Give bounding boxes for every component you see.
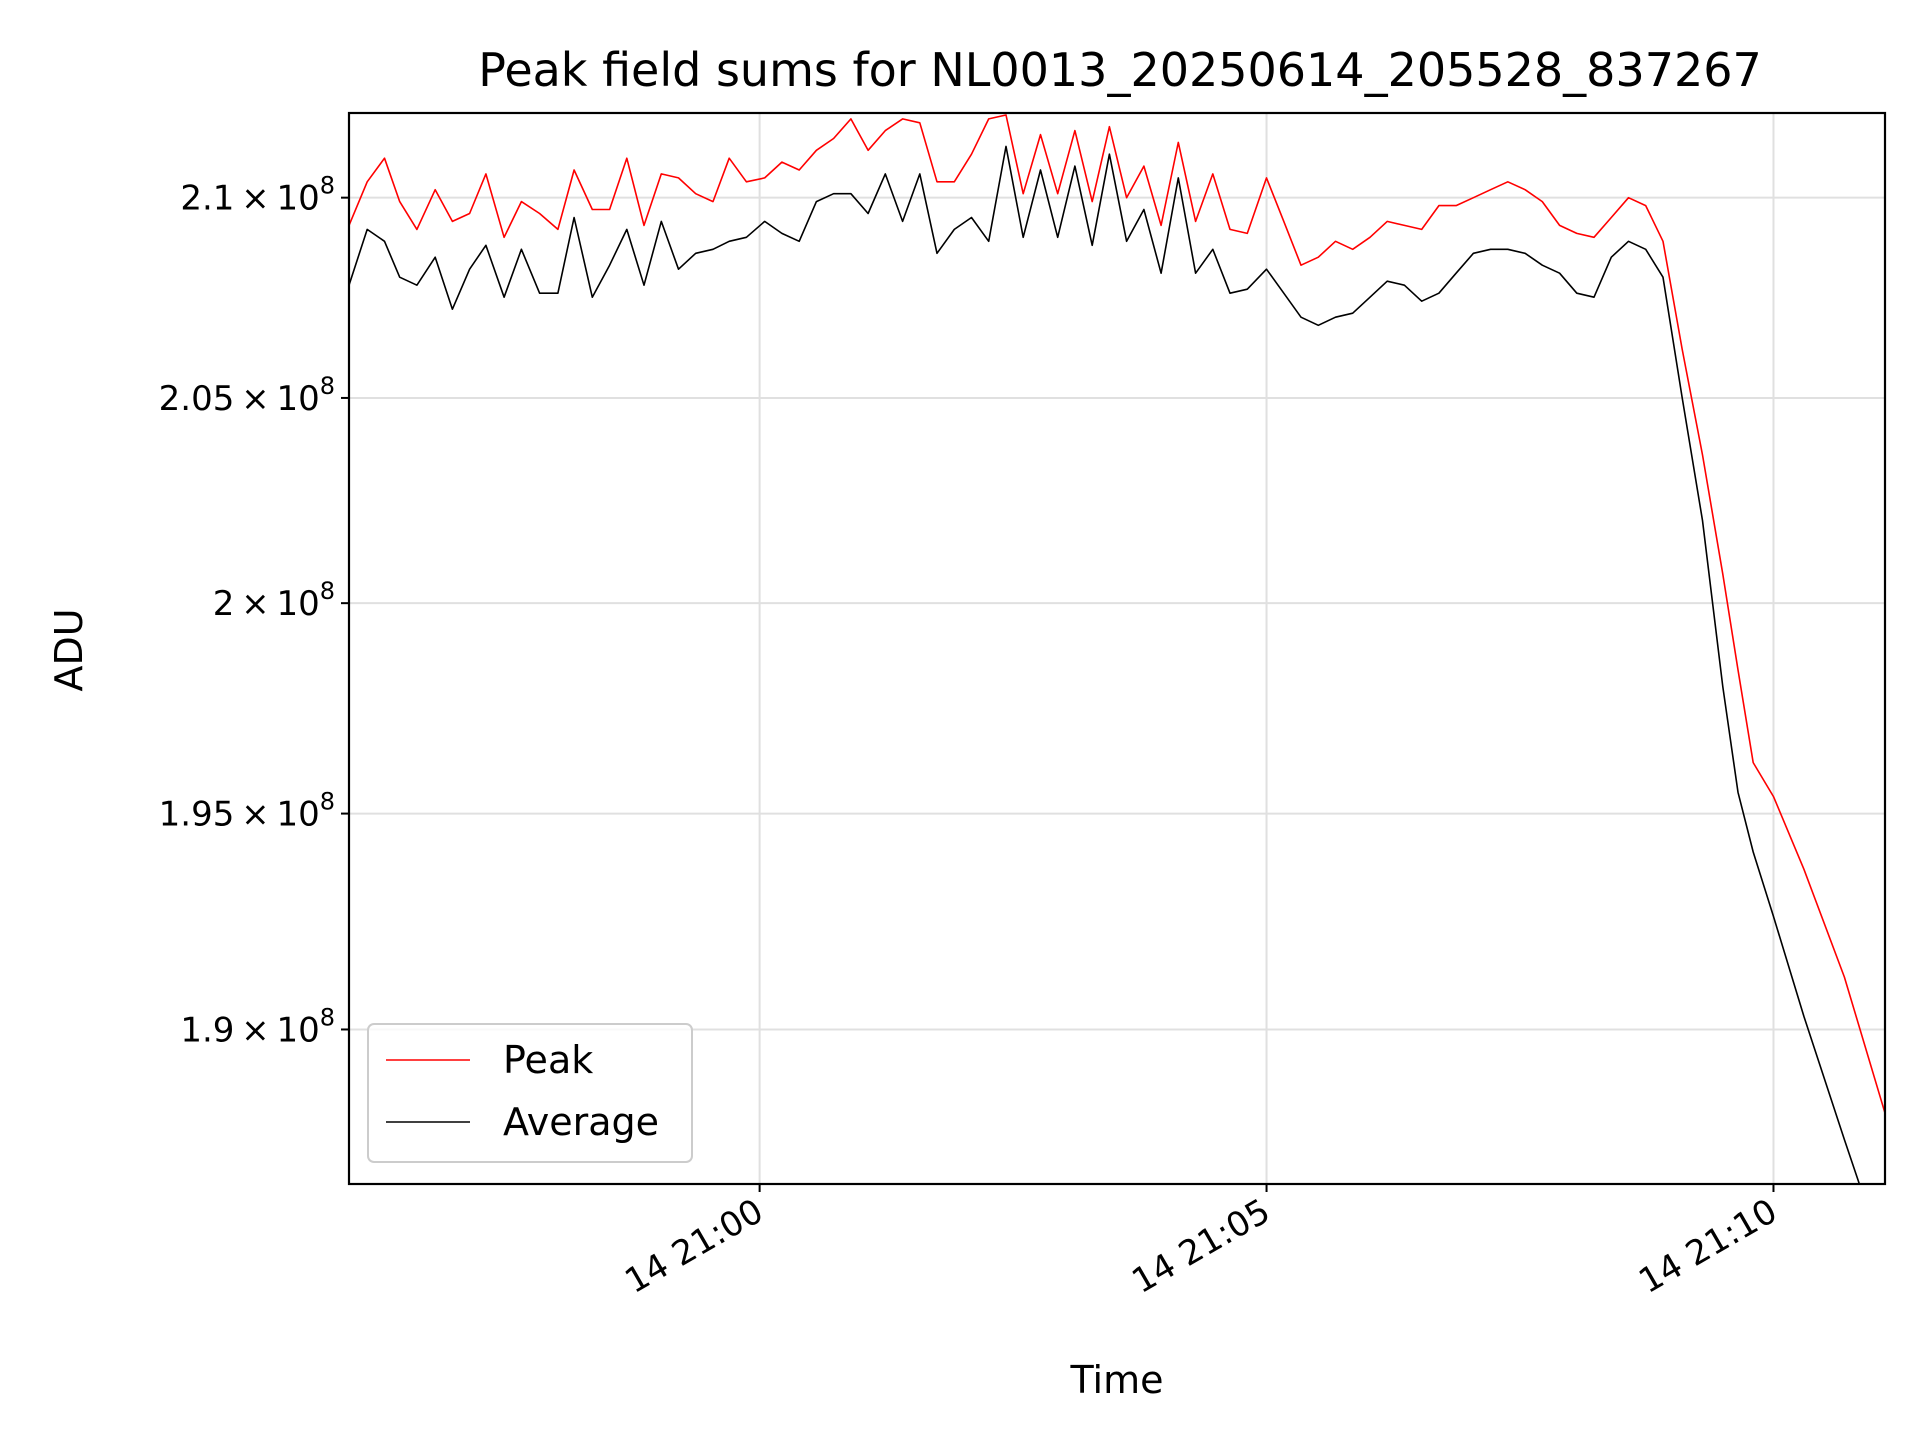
y-tick-label: 2.05 × 108 xyxy=(159,372,335,419)
gridlines xyxy=(349,113,1885,1184)
legend-box xyxy=(367,1023,693,1163)
series-line-peak xyxy=(349,114,1885,1114)
y-tick-label: 1.95 × 108 xyxy=(159,788,335,835)
chart-title: Peak field sums for NL0013_20250614_2055… xyxy=(478,43,1762,97)
series-line-average xyxy=(349,145,1861,1184)
legend: Peak Average xyxy=(367,1023,693,1163)
legend-label-peak: Peak xyxy=(503,1038,593,1082)
y-axis-label: ADU xyxy=(47,608,91,691)
legend-label-average: Average xyxy=(503,1100,659,1144)
series-layer xyxy=(349,114,1885,1184)
y-tick-label: 2.1 × 108 xyxy=(180,172,335,219)
plot-frame xyxy=(347,111,1887,1186)
y-tick-label: 1.9 × 108 xyxy=(180,1003,335,1050)
x-axis-label: Time xyxy=(1070,1358,1164,1402)
y-tick-label: 2 × 108 xyxy=(213,577,335,624)
